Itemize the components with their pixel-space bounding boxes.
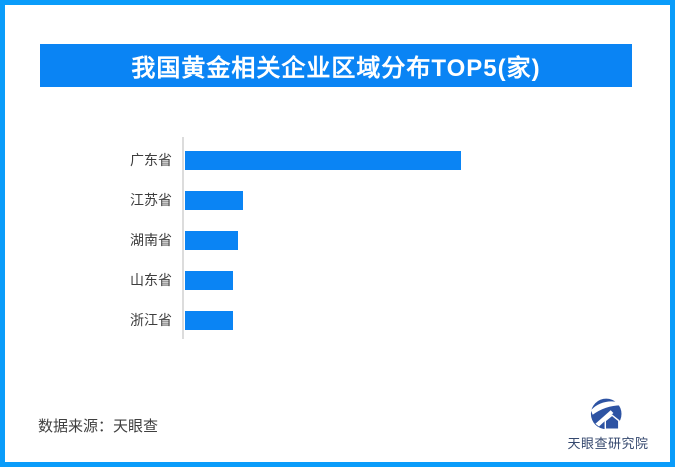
bar-row: 广东省	[0, 140, 675, 180]
category-label: 浙江省	[130, 312, 172, 328]
bar-row: 浙江省	[0, 300, 675, 340]
tianyancha-logo-text: 天眼查研究院	[567, 436, 649, 451]
category-label: 江苏省	[130, 192, 172, 208]
tianyancha-logo-icon	[590, 398, 627, 430]
bar	[185, 270, 233, 290]
bar-chart-rows: 广东省 江苏省 湖南省 山东省 浙江省	[0, 140, 675, 340]
chart-title-bar: 我国黄金相关企业区域分布TOP5(家)	[40, 44, 632, 87]
bar	[185, 230, 238, 250]
bar	[185, 150, 461, 170]
bar-chart: 广东省 江苏省 湖南省 山东省 浙江省	[0, 137, 675, 342]
y-axis-line	[182, 137, 184, 339]
bar-row: 湖南省	[0, 220, 675, 260]
bar-row: 江苏省	[0, 180, 675, 220]
bar-row: 山东省	[0, 260, 675, 300]
bar	[185, 310, 233, 330]
category-label: 广东省	[130, 152, 172, 168]
chart-title: 我国黄金相关企业区域分布TOP5(家)	[131, 55, 541, 82]
bar	[185, 190, 243, 210]
category-label: 山东省	[130, 272, 172, 288]
category-label: 湖南省	[130, 232, 172, 248]
data-source-text: 数据来源：天眼查	[38, 418, 159, 435]
tianyancha-logo: 天眼查研究院	[560, 395, 656, 452]
